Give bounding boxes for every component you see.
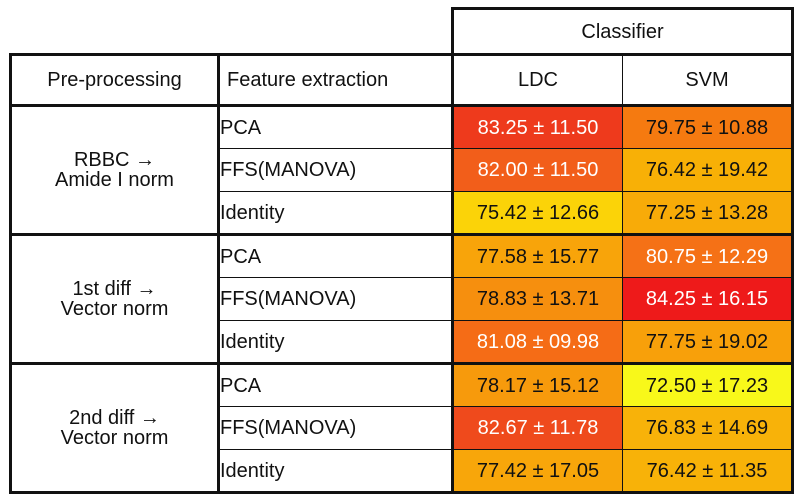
svm-accuracy-cell: 80.75 ± 12.29 xyxy=(622,233,794,278)
table-row: RBBC → Amide I norm PCA 83.25 ± 11.50 79… xyxy=(9,104,794,236)
feature-cell: PCA xyxy=(217,362,454,407)
ldc-accuracy-cell: 82.00 ± 11.50 xyxy=(451,148,623,192)
preprocessing-cell: RBBC → Amide I norm xyxy=(9,104,220,236)
results-table: Classifier Pre-processing Feature extrac… xyxy=(9,7,794,494)
ldc-accuracy-cell: 77.58 ± 15.77 xyxy=(451,233,623,278)
ldc-accuracy-cell: 78.83 ± 13.71 xyxy=(451,277,623,321)
preprocessing-column-header: Pre-processing xyxy=(9,53,220,107)
svm-accuracy-cell: 72.50 ± 17.23 xyxy=(622,362,794,407)
svm-accuracy-cell: 76.42 ± 19.42 xyxy=(622,148,794,192)
table-row: 1st diff → Vector norm PCA 77.58 ± 15.77… xyxy=(9,233,794,365)
ldc-accuracy-cell: 82.67 ± 11.78 xyxy=(451,406,623,450)
feature-cell: PCA xyxy=(217,104,454,149)
ldc-accuracy-cell: 78.17 ± 15.12 xyxy=(451,362,623,407)
feature-cell: PCA xyxy=(217,233,454,278)
column-header-row: Pre-processing Feature extraction LDC SV… xyxy=(9,53,794,107)
ldc-accuracy-cell: 81.08 ± 09.98 xyxy=(451,320,623,365)
svm-accuracy-cell: 79.75 ± 10.88 xyxy=(622,104,794,149)
table-row: Identity 75.42 ± 12.66 77.25 ± 13.28 xyxy=(11,191,794,236)
feature-cell: FFS(MANOVA) xyxy=(217,406,454,450)
table-row: FFS(MANOVA) 82.67 ± 11.78 76.83 ± 14.69 xyxy=(11,406,794,450)
preprocessing-method: 2nd diff → xyxy=(69,407,160,429)
feature-extraction-column-header: Feature extraction xyxy=(217,53,454,107)
empty-corner-cell xyxy=(11,9,219,55)
svm-accuracy-cell: 76.42 ± 11.35 xyxy=(622,449,794,494)
normalization-method: Vector norm xyxy=(60,427,169,449)
normalization-method: Vector norm xyxy=(60,298,169,320)
ldc-accuracy-cell: 77.42 ± 17.05 xyxy=(451,449,623,494)
feature-cell: Identity xyxy=(217,449,454,494)
svm-column-header: SVM xyxy=(622,53,794,107)
svm-accuracy-cell: 84.25 ± 16.15 xyxy=(622,277,794,321)
ldc-accuracy-cell: 83.25 ± 11.50 xyxy=(451,104,623,149)
preprocessing-cell: 2nd diff → Vector norm xyxy=(9,362,220,494)
normalization-method: Amide I norm xyxy=(55,169,174,191)
svm-accuracy-cell: 76.83 ± 14.69 xyxy=(622,406,794,450)
svm-accuracy-cell: 77.75 ± 19.02 xyxy=(622,320,794,365)
table-row: Identity 81.08 ± 09.98 77.75 ± 19.02 xyxy=(11,320,794,365)
feature-cell: Identity xyxy=(217,191,454,236)
ldc-column-header: LDC xyxy=(451,53,623,107)
ldc-accuracy-cell: 75.42 ± 12.66 xyxy=(451,191,623,236)
feature-cell: Identity xyxy=(217,320,454,365)
classifier-header: Classifier xyxy=(451,7,794,56)
preprocessing-cell: 1st diff → Vector norm xyxy=(9,233,220,365)
table-row: FFS(MANOVA) 78.83 ± 13.71 84.25 ± 16.15 xyxy=(11,277,794,321)
classifier-header-row: Classifier xyxy=(11,7,794,56)
preprocessing-method: RBBC → xyxy=(73,149,156,171)
preprocessing-method: 1st diff → xyxy=(72,278,157,300)
feature-cell: FFS(MANOVA) xyxy=(217,277,454,321)
feature-cell: FFS(MANOVA) xyxy=(217,148,454,192)
table-row: FFS(MANOVA) 82.00 ± 11.50 76.42 ± 19.42 xyxy=(11,148,794,192)
empty-corner-cell xyxy=(219,9,453,55)
table-row: 2nd diff → Vector norm PCA 78.17 ± 15.12… xyxy=(9,362,794,494)
table-row: Identity 77.42 ± 17.05 76.42 ± 11.35 xyxy=(11,449,794,494)
svm-accuracy-cell: 77.25 ± 13.28 xyxy=(622,191,794,236)
